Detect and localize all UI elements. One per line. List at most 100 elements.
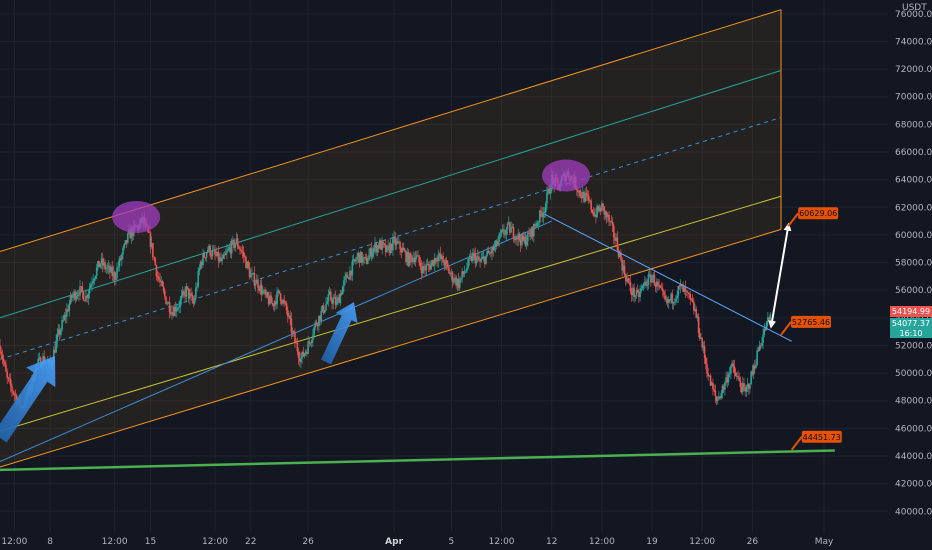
candle-body <box>750 371 752 385</box>
candle-body <box>350 270 352 276</box>
candle-body <box>79 286 81 296</box>
candle-body <box>694 308 696 311</box>
candle-body <box>75 296 78 300</box>
candle-body <box>301 351 303 359</box>
candle-body <box>644 281 646 284</box>
candle-body <box>530 227 533 237</box>
candle-body <box>52 349 55 363</box>
candle-body <box>599 207 602 212</box>
candle-body <box>8 378 11 380</box>
candle-body <box>294 333 296 343</box>
candle-body <box>121 254 123 260</box>
candle-body <box>404 250 406 252</box>
candle-body <box>448 267 450 274</box>
candle-body <box>608 214 610 222</box>
candle-body <box>74 291 77 300</box>
candle-body <box>590 200 592 210</box>
candle-body <box>640 288 643 292</box>
candle-body <box>349 270 351 280</box>
callout-label: 44451.73 <box>803 433 841 442</box>
candle-body <box>767 317 769 322</box>
candle-body <box>168 302 171 313</box>
candle-body <box>380 240 382 250</box>
candle-body <box>415 255 418 258</box>
candle-body <box>148 232 151 233</box>
candle-body <box>109 265 111 273</box>
candle-body <box>2 359 5 363</box>
candle-body <box>461 271 463 278</box>
candle-body <box>312 335 314 341</box>
candle-body <box>192 300 195 304</box>
candle-body <box>500 230 503 234</box>
channel-mid-dashed-line <box>0 116 782 360</box>
candle-body <box>346 274 349 278</box>
candle-body <box>714 390 717 397</box>
candle-body <box>261 291 264 295</box>
x-tick-label: 15 <box>145 537 156 547</box>
candle-body <box>626 278 628 282</box>
candle-body <box>172 312 174 316</box>
time-axis[interactable] <box>0 532 888 550</box>
price-axis[interactable] <box>888 0 932 550</box>
x-tick-label: 12:00 <box>489 537 515 547</box>
candle-body <box>228 247 231 249</box>
candle-body <box>620 252 622 260</box>
x-tick-label: Apr <box>385 537 403 547</box>
candle-body <box>1 354 4 360</box>
candle-body <box>721 386 724 394</box>
candle-body <box>739 381 742 388</box>
candle-body <box>664 295 666 300</box>
candle-body <box>89 284 92 288</box>
candle-body <box>80 286 83 287</box>
candle-body <box>470 256 473 262</box>
candle-body <box>130 228 133 239</box>
candle-body <box>596 205 598 218</box>
candle-body <box>70 295 73 298</box>
candle-body <box>376 245 379 253</box>
candle-body <box>490 252 492 254</box>
candle-body <box>103 262 105 266</box>
candle-body <box>518 233 521 240</box>
candle-body <box>158 276 160 280</box>
candle-body <box>469 256 472 258</box>
candle-body <box>740 387 743 393</box>
candle-body <box>753 365 756 369</box>
candle-body <box>724 382 726 390</box>
candle-body <box>507 222 510 224</box>
candle-body <box>85 295 87 301</box>
x-tick-label: 26 <box>302 537 314 547</box>
candle-body <box>86 295 88 299</box>
callout-pointer <box>790 436 803 451</box>
candle-body <box>701 338 703 348</box>
candle-body <box>337 297 339 302</box>
candle-body <box>97 261 99 268</box>
callout-pointer <box>780 321 792 336</box>
candle-body <box>700 338 702 340</box>
candle-body <box>521 234 523 246</box>
candle-body <box>638 291 640 298</box>
candle-body <box>87 293 90 299</box>
candle-body <box>484 256 486 264</box>
candle-body <box>691 300 694 303</box>
candle-body <box>281 301 283 304</box>
candle-body <box>351 261 354 276</box>
candle-body <box>154 258 157 266</box>
candle-body <box>746 384 749 388</box>
candle-body <box>763 328 766 335</box>
candle-body <box>388 245 391 254</box>
current-price-label: 54077.37 <box>892 319 930 328</box>
candle-body <box>193 298 196 304</box>
candle-body <box>759 345 762 347</box>
candle-body <box>457 278 460 288</box>
channel-yellow-line <box>0 195 782 432</box>
x-tick-label: 5 <box>449 537 455 547</box>
candle-body <box>458 279 461 288</box>
candle-body <box>450 272 453 275</box>
candle-body <box>727 374 730 383</box>
candle-body <box>501 229 504 231</box>
y-tick-label: 66000.00 <box>895 148 932 158</box>
candle-body <box>442 255 444 263</box>
candle-body <box>255 279 258 284</box>
